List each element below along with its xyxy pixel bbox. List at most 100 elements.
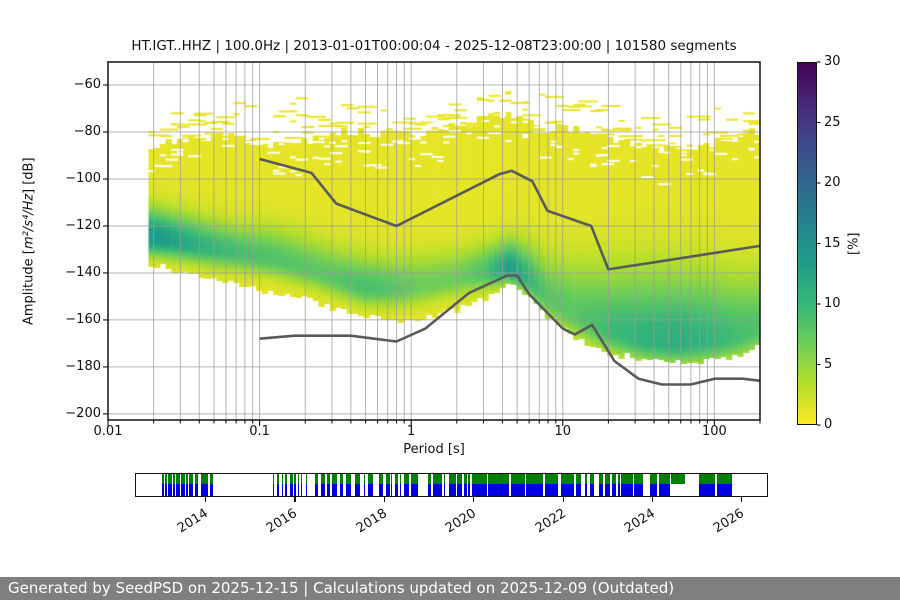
colorbar-tick-label: 20 [824, 175, 841, 190]
timeline-segment [468, 474, 471, 485]
x-axis-label: Period [s] [403, 442, 465, 457]
timeline-segment [321, 474, 325, 485]
timeline-segment [345, 484, 351, 496]
timeline-segment [363, 484, 365, 496]
timeline-segment [285, 484, 287, 496]
timeline-segment [161, 474, 165, 485]
timeline-year-label: 2024 [621, 506, 658, 537]
timeline-segment [272, 474, 275, 485]
timeline-year-tick [294, 497, 296, 502]
timeline-segment [605, 474, 610, 485]
y-tick-label: −200 [65, 405, 101, 421]
timeline-segment [297, 474, 300, 485]
timeline-year-label: 2018 [353, 506, 390, 537]
colorbar-tick-label: 30 [824, 54, 841, 69]
timeline-segment [181, 474, 185, 485]
timeline-year-tick [562, 497, 564, 502]
timeline-segment [321, 484, 325, 496]
timeline-segment [649, 474, 657, 485]
timeline-segment [605, 484, 610, 496]
timeline-segment [186, 474, 188, 485]
timeline-segment [634, 474, 644, 485]
timeline-segment [471, 474, 487, 485]
timeline-segment [410, 474, 418, 485]
timeline-segment [277, 484, 279, 496]
timeline-year-label: 2022 [532, 506, 569, 537]
timeline-segment [181, 484, 185, 496]
timeline-segment [448, 474, 456, 485]
timeline-segment [394, 484, 399, 496]
timeline-segment [488, 484, 510, 496]
timeline-segment [510, 484, 525, 496]
timeline-segment [305, 484, 307, 496]
timeline-segment [368, 474, 374, 485]
timeline-segment [165, 484, 168, 496]
timeline-segment [598, 484, 604, 496]
timeline-segment [634, 484, 644, 496]
colorbar-tick-label: 0 [824, 417, 833, 432]
timeline-segment [332, 484, 338, 496]
timeline-segment [386, 474, 390, 485]
timeline-segment [368, 484, 374, 496]
timeline-segment [314, 474, 319, 485]
timeline-segment [339, 474, 344, 485]
timeline-segment [209, 484, 213, 496]
timeline-segment [717, 484, 733, 496]
timeline-segment [272, 484, 275, 496]
y-tick-label: −80 [73, 124, 101, 139]
timeline-segment [194, 474, 199, 485]
timeline-segment [510, 474, 525, 485]
timeline-segment [209, 474, 213, 485]
timeline-segment [457, 474, 463, 485]
timeline-segment [576, 474, 581, 485]
ppsd-density-heatmap [108, 62, 760, 420]
timeline-segment [585, 484, 587, 496]
timeline-year-tick [205, 497, 207, 502]
timeline-segment [403, 484, 409, 496]
timeline-year-label: 2026 [711, 506, 748, 537]
timeline-segment [354, 484, 360, 496]
timeline-segment [468, 484, 471, 496]
timeline-segment [176, 474, 181, 485]
colorbar-tick-label: 25 [824, 114, 841, 130]
timeline-segment [379, 484, 383, 496]
timeline-segment [161, 484, 165, 496]
timeline-segment [444, 474, 446, 485]
colorbar-tick-label: 5 [824, 356, 833, 372]
colorbar-label: [%] [846, 232, 862, 255]
colorbar-tick-label: 10 [824, 296, 841, 311]
timeline-segment [649, 484, 657, 496]
timeline-segment [432, 484, 443, 496]
timeline-segment [354, 474, 360, 485]
timeline-year-label: 2016 [264, 506, 301, 537]
y-axis-label-prefix: Amplitude [ [21, 248, 37, 325]
timeline-segment [301, 484, 303, 496]
timeline-segment [176, 484, 181, 496]
timeline-segment [618, 484, 620, 496]
y-axis-label-suffix: ] [dB] [21, 157, 37, 194]
plot-title: HT.IGT..HHZ | 100.0Hz | 2013-01-01T00:00… [131, 38, 737, 54]
timeline-segment [386, 484, 390, 496]
timeline-year-tick [651, 497, 654, 502]
timeline-segment [379, 474, 383, 485]
timeline-year-tick [383, 497, 385, 502]
x-tick-label: 0.1 [249, 424, 270, 439]
timeline-segment [612, 484, 617, 496]
timeline-segment [165, 474, 168, 485]
x-tick-label: 1 [407, 424, 416, 439]
timeline-segment [463, 474, 467, 485]
timeline-segment [717, 474, 733, 485]
x-tick-label: 10 [554, 424, 572, 439]
timeline-segment [201, 484, 209, 496]
timeline-segment [390, 484, 393, 496]
timeline-segment [560, 484, 575, 496]
timeline-year-tick [473, 497, 475, 502]
footer-text: Generated by SeedPSD on 2025-12-15 | Cal… [8, 579, 675, 597]
colorbar [797, 62, 817, 425]
timeline-segment [410, 484, 418, 496]
timeline-segment [621, 474, 633, 485]
timeline-segment [585, 474, 587, 485]
timeline-segment [399, 484, 402, 496]
timeline-segment [305, 474, 307, 485]
